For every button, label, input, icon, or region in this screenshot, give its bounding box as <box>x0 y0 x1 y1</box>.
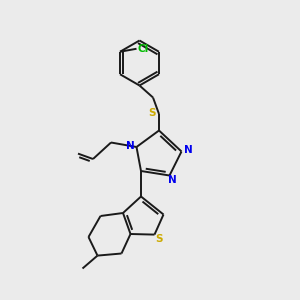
Text: S: S <box>149 107 156 118</box>
Text: N: N <box>126 141 135 151</box>
Text: S: S <box>155 234 163 244</box>
Text: N: N <box>184 145 193 155</box>
Text: N: N <box>167 175 176 185</box>
Text: Cl: Cl <box>137 44 149 54</box>
